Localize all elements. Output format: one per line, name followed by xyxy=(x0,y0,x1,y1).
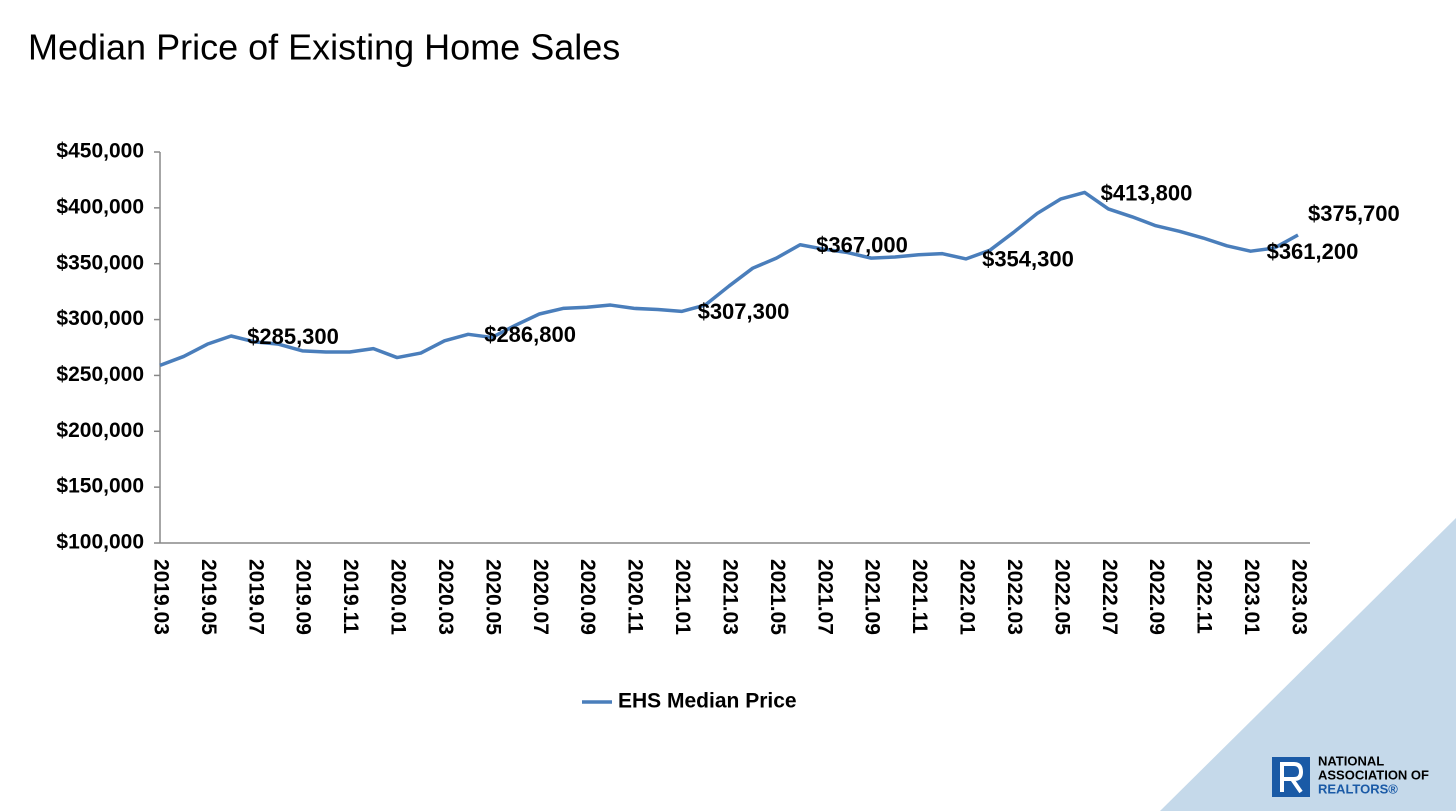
chart-title: Median Price of Existing Home Sales xyxy=(28,27,620,68)
x-tick-label: 2023.03 xyxy=(1287,559,1310,635)
x-tick-label: 2022.03 xyxy=(1003,559,1026,635)
data-label: $354,300 xyxy=(982,247,1074,272)
x-tick-label: 2021.05 xyxy=(766,559,789,635)
y-tick-label: $100,000 xyxy=(56,531,144,554)
logo-icon-r xyxy=(1280,762,1304,794)
legend-label: EHS Median Price xyxy=(618,690,797,713)
x-tick-label: 2022.05 xyxy=(1050,559,1073,635)
y-tick-label: $450,000 xyxy=(56,140,144,163)
x-tick-label: 2019.07 xyxy=(244,559,267,635)
x-tick-label: 2019.11 xyxy=(339,559,362,634)
data-label: $285,300 xyxy=(247,324,339,349)
logo: NATIONAL ASSOCIATION OF REALTORS® xyxy=(1272,753,1429,797)
data-label: $286,800 xyxy=(484,322,576,347)
x-tick-label: 2020.01 xyxy=(387,559,410,635)
x-tick-label: 2022.09 xyxy=(1145,559,1168,635)
x-tick-label: 2021.11 xyxy=(908,559,931,634)
logo-text: REALTORS® xyxy=(1318,781,1398,796)
data-label: $361,200 xyxy=(1267,239,1359,264)
data-label: $375,700 xyxy=(1308,201,1400,226)
data-line xyxy=(159,190,1299,368)
x-tick-label: 2019.05 xyxy=(197,559,220,635)
x-tick-label: 2022.01 xyxy=(956,559,979,635)
y-tick-label: $350,000 xyxy=(56,251,144,274)
data-label: $413,800 xyxy=(1101,180,1193,205)
x-tick-label: 2022.07 xyxy=(1098,559,1121,635)
data-label: $367,000 xyxy=(816,233,908,258)
x-tick-label: 2021.01 xyxy=(671,559,694,635)
logo-text: ASSOCIATION OF xyxy=(1318,767,1429,782)
x-tick-label: 2021.07 xyxy=(813,559,836,635)
y-tick-label: $400,000 xyxy=(56,195,144,218)
data-label: $307,300 xyxy=(698,299,790,324)
x-tick-label: 2019.03 xyxy=(149,559,172,635)
x-tick-label: 2021.09 xyxy=(861,559,884,635)
x-tick-label: 2020.09 xyxy=(576,559,599,635)
x-tick-label: 2020.05 xyxy=(481,559,504,635)
y-tick-label: $250,000 xyxy=(56,363,144,386)
x-tick-label: 2021.03 xyxy=(718,559,741,635)
y-tick-label: $200,000 xyxy=(56,419,144,442)
x-tick-label: 2020.07 xyxy=(529,559,552,635)
x-tick-label: 2020.03 xyxy=(434,559,457,635)
y-tick-label: $150,000 xyxy=(56,475,144,498)
x-tick-label: 2022.11 xyxy=(1193,559,1216,634)
corner-decoration xyxy=(1160,518,1456,811)
x-tick-label: 2019.09 xyxy=(292,559,315,635)
logo-text: NATIONAL xyxy=(1318,753,1384,768)
x-tick-label: 2020.11 xyxy=(624,559,647,634)
x-tick-label: 2023.01 xyxy=(1240,559,1263,635)
y-tick-label: $300,000 xyxy=(56,307,144,330)
